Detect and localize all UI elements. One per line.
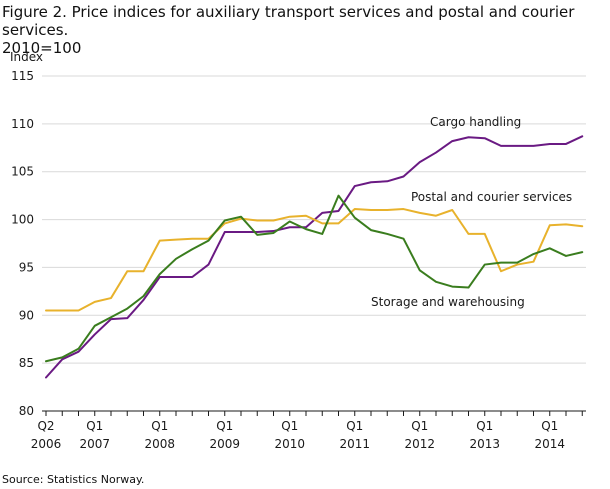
y-tick-label: 85 (19, 356, 34, 370)
y-tick-label: 105 (11, 165, 34, 179)
series-line-1 (45, 135, 584, 379)
y-axis-label: Index (10, 50, 43, 64)
x-tick-label-year: 2011 (339, 437, 370, 451)
x-tick-label-year: 2006 (31, 437, 62, 451)
x-tick-label-quarter: Q1 (346, 419, 363, 433)
x-tick-label-year: 2007 (79, 437, 110, 451)
x-tick-label-year: 2008 (144, 437, 175, 451)
series-label-1: Cargo handling (430, 115, 521, 129)
chart-title: Figure 2. Price indices for auxiliary tr… (2, 3, 608, 57)
y-tick-label: 115 (11, 69, 34, 83)
x-tick-label-quarter: Q1 (541, 419, 558, 433)
y-tick-label: 90 (19, 308, 34, 322)
source-note: Source: Statistics Norway. (2, 473, 145, 486)
x-tick-label-quarter: Q2 (37, 419, 54, 433)
series-line-3 (45, 194, 584, 363)
axes: 80 85 90 95 100 105 110 115 Index Q2 2006 Q1 2007 Q1 2… (10, 50, 586, 451)
x-tick-label-year: 2012 (404, 437, 435, 451)
series-labels: Cargo handling Postal and courier service… (371, 115, 572, 309)
series-lines (45, 135, 584, 379)
series-label-2: Postal and courier services (411, 190, 572, 204)
series-label-3: Storage and warehousing (371, 295, 525, 309)
x-tick-label-quarter: Q1 (476, 419, 493, 433)
x-tick-label-quarter: Q1 (216, 419, 233, 433)
x-tick-label-quarter: Q1 (86, 419, 103, 433)
x-tick-label-quarter: Q1 (151, 419, 168, 433)
x-tick-label-quarter: Q1 (281, 419, 298, 433)
x-tick-label-year: 2013 (469, 437, 500, 451)
series-line-2 (45, 208, 584, 312)
y-tick-label: 110 (11, 117, 34, 131)
x-tick-label-quarter: Q1 (411, 419, 428, 433)
chart-title-line-2: 2010=100 (2, 39, 82, 57)
y-tick-label: 80 (19, 404, 34, 418)
x-tick-label-year: 2010 (274, 437, 305, 451)
y-tick-label: 100 (11, 213, 34, 227)
x-tick-label-year: 2014 (534, 437, 565, 451)
x-tick-label-year: 2009 (209, 437, 240, 451)
y-tick-label: 95 (19, 260, 34, 274)
chart-title-line-1: Figure 2. Price indices for auxiliary tr… (2, 3, 575, 39)
